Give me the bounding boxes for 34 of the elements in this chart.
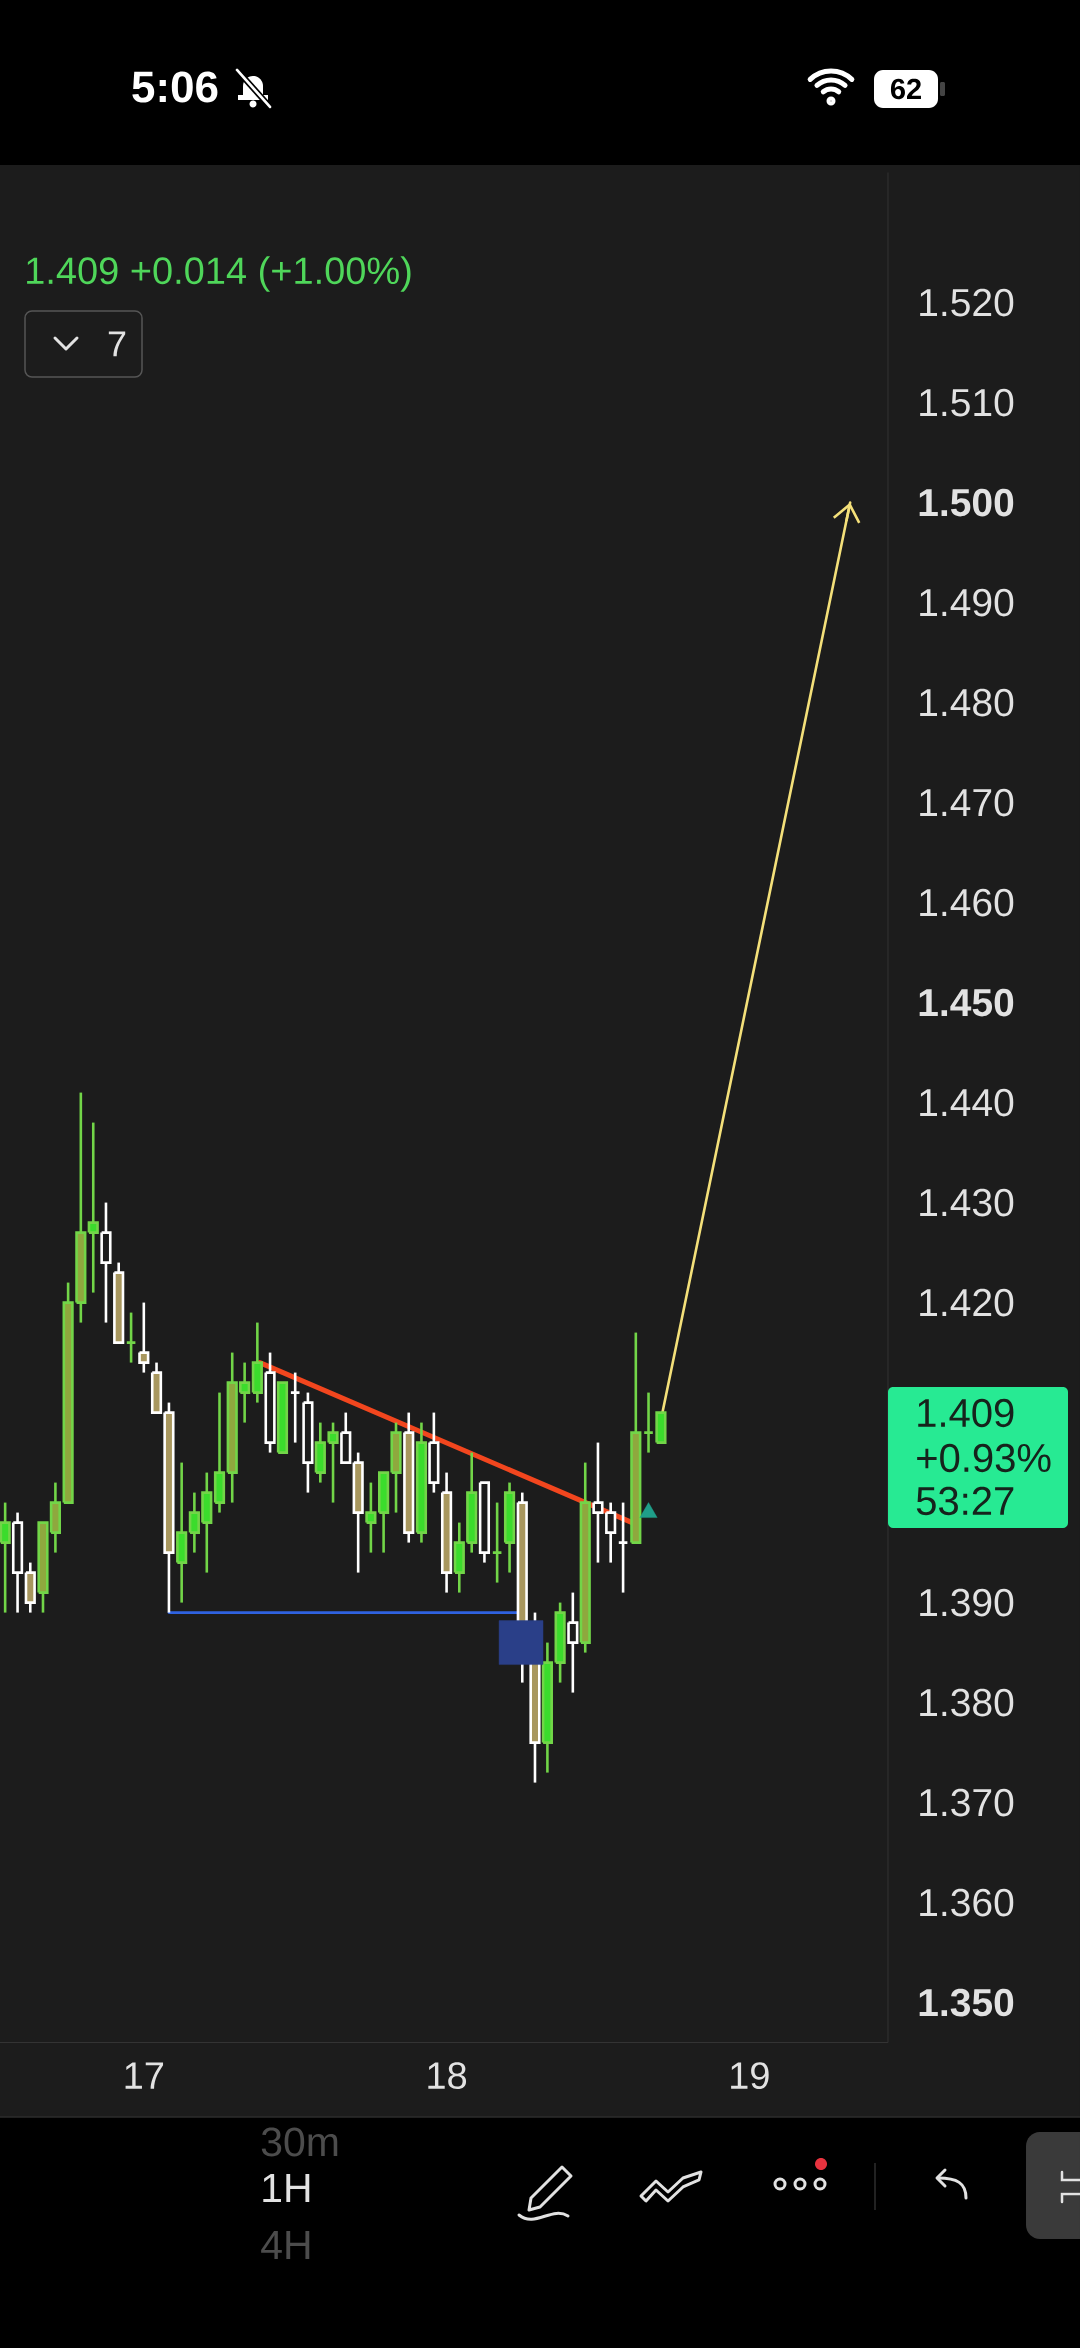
y-tick-label: 1.480 xyxy=(920,688,1014,717)
y-tick-label: 1.350 xyxy=(919,1988,1014,2017)
y-tick-label: 1.370 xyxy=(920,1788,1014,1817)
text: 53:27 xyxy=(916,1486,1014,1516)
text: 30m xyxy=(261,2127,338,2157)
y-tick-label: 1.500 xyxy=(919,488,1014,517)
y-tick-label: 1.490 xyxy=(920,588,1014,617)
candlestick xyxy=(87,1121,99,1294)
candlestick xyxy=(365,1481,377,1554)
y-tick-label: 1.430 xyxy=(920,1188,1014,1217)
x-tick-label: 17 xyxy=(125,2062,164,2089)
text: 5:06 xyxy=(132,71,218,103)
text: 1H xyxy=(263,2173,310,2203)
x-tick-label: 18 xyxy=(428,2062,467,2090)
y-tick-label: 1.520 xyxy=(920,288,1014,317)
text: 1.409 +0.014 (+1.00%) xyxy=(27,256,411,292)
y-tick-label: 1.390 xyxy=(920,1588,1014,1617)
text: 1.409 xyxy=(918,1398,1014,1428)
text: 4H xyxy=(261,2230,310,2260)
candlestick xyxy=(0,1501,11,1614)
candlestick xyxy=(567,1591,579,1694)
y-tick-label: 1.450 xyxy=(919,988,1014,1017)
annotation: 7 xyxy=(108,331,126,357)
y-tick-label: 1.510 xyxy=(920,388,1014,417)
y-tick-label: 1.470 xyxy=(920,788,1014,817)
y-tick-label: 1.360 xyxy=(920,1888,1014,1917)
text: +0.93% xyxy=(917,1443,1051,1473)
y-tick-label: 1.420 xyxy=(920,1288,1014,1317)
text: 62 xyxy=(890,78,921,100)
x-tick-label: 19 xyxy=(731,2062,769,2090)
y-tick-label: 1.440 xyxy=(920,1088,1014,1117)
y-tick-label: 1.460 xyxy=(920,888,1014,917)
y-tick-label: 1.380 xyxy=(920,1688,1014,1717)
candlestick xyxy=(138,1301,150,1374)
